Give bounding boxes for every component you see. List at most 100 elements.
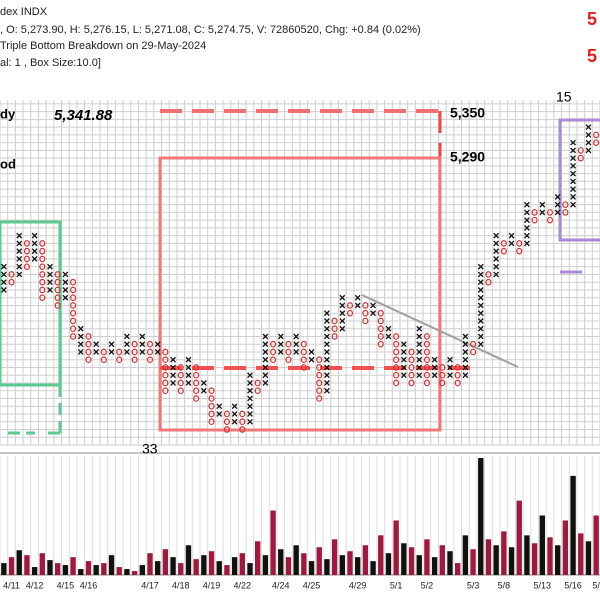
o-column: [23, 240, 30, 270]
o-box: [116, 356, 123, 364]
o-box: [439, 364, 446, 371]
x-box: [247, 403, 253, 410]
x-tick-label: 4/17: [141, 580, 159, 590]
o-box: [546, 209, 554, 216]
volume-bar: [270, 510, 276, 575]
x-box: [47, 271, 53, 278]
o-box: [162, 371, 169, 379]
x-box: [324, 356, 330, 363]
x-box: [200, 387, 207, 394]
volume-bar: [547, 537, 553, 575]
x-box: [216, 403, 223, 410]
o-box: [208, 395, 215, 402]
x-box: [370, 310, 376, 317]
o-box: [131, 356, 138, 364]
x-box: [185, 356, 192, 363]
x-box: [139, 349, 146, 355]
x-box: [124, 333, 130, 340]
header-line: Triple Bottom Breakdown on 29-May-2024: [0, 40, 206, 52]
o-box: [70, 286, 77, 294]
volume-bar: [62, 565, 69, 575]
x-box: [62, 287, 69, 293]
x-box: [324, 341, 330, 348]
o-box: [70, 309, 77, 317]
x-tick-label: 5/2: [421, 580, 434, 590]
o-box: [8, 278, 15, 286]
o-box: [393, 364, 400, 371]
o-box: [577, 154, 584, 162]
volume-bar: [131, 571, 138, 575]
volume-bar: [531, 543, 538, 575]
x-box: [524, 209, 530, 216]
x-box: [447, 364, 453, 371]
o-box: [316, 364, 323, 371]
x-column: [431, 356, 438, 379]
x-column: [416, 325, 423, 379]
x-box: [185, 364, 192, 371]
x-column: [185, 356, 192, 386]
x-column: [62, 271, 69, 301]
x-tick-label: 4/16: [80, 580, 98, 590]
o-column: [208, 387, 215, 426]
volume-bar: [570, 475, 576, 575]
volume-bar: [178, 563, 184, 575]
o-box: [85, 340, 92, 348]
x-column: [324, 310, 330, 394]
x-box: [77, 341, 84, 348]
x-box: [508, 240, 515, 247]
x-box: [493, 240, 500, 247]
o-box: [316, 379, 323, 387]
o-box: [239, 426, 246, 433]
o-box: [70, 317, 77, 325]
o-box: [423, 340, 430, 348]
volume-bar: [539, 515, 545, 575]
x-box: [247, 411, 253, 417]
o-box: [39, 294, 46, 302]
x-box: [400, 341, 407, 348]
o-column: [593, 131, 600, 146]
volume-bar: [224, 565, 230, 575]
x-column: [308, 349, 315, 363]
x-box: [93, 341, 100, 348]
o-box: [377, 317, 384, 325]
x-box: [16, 271, 23, 278]
o-column: [54, 271, 61, 309]
x-box: [277, 333, 284, 340]
x-box: [385, 325, 392, 332]
x-box: [462, 364, 469, 371]
x-column: [370, 302, 376, 317]
o-box: [316, 371, 323, 379]
o-box: [500, 247, 507, 255]
x-box: [462, 349, 469, 355]
o-box: [562, 201, 569, 208]
o-box: [23, 247, 30, 255]
o-box: [300, 348, 307, 356]
x-box: [477, 279, 484, 286]
volume-bar: [8, 557, 15, 575]
o-box: [593, 131, 600, 139]
x-box: [262, 356, 269, 363]
x-tick-label: 5/16: [564, 580, 582, 590]
header-right: 5: [587, 46, 597, 66]
o-box: [85, 356, 92, 364]
x-tick-label: 4/29: [349, 580, 367, 590]
annotation: od: [0, 156, 16, 171]
o-column: [485, 271, 492, 286]
x-box: [493, 263, 500, 270]
o-column: [70, 278, 77, 340]
o-box: [531, 209, 538, 216]
header-line: al: 1 , Box Size:10.0]: [0, 57, 101, 69]
x-tick-label: 5/13: [534, 580, 552, 590]
o-box: [131, 348, 138, 356]
o-box: [470, 340, 477, 348]
o-box: [162, 348, 169, 356]
o-box: [485, 278, 492, 286]
x-box: [31, 240, 38, 247]
x-box: [477, 318, 484, 324]
x-box: [93, 349, 100, 355]
x-column: [200, 380, 207, 394]
x-box: [570, 178, 576, 185]
x-box: [339, 302, 346, 309]
red-box: [158, 156, 442, 432]
volume-bar: [478, 458, 484, 575]
